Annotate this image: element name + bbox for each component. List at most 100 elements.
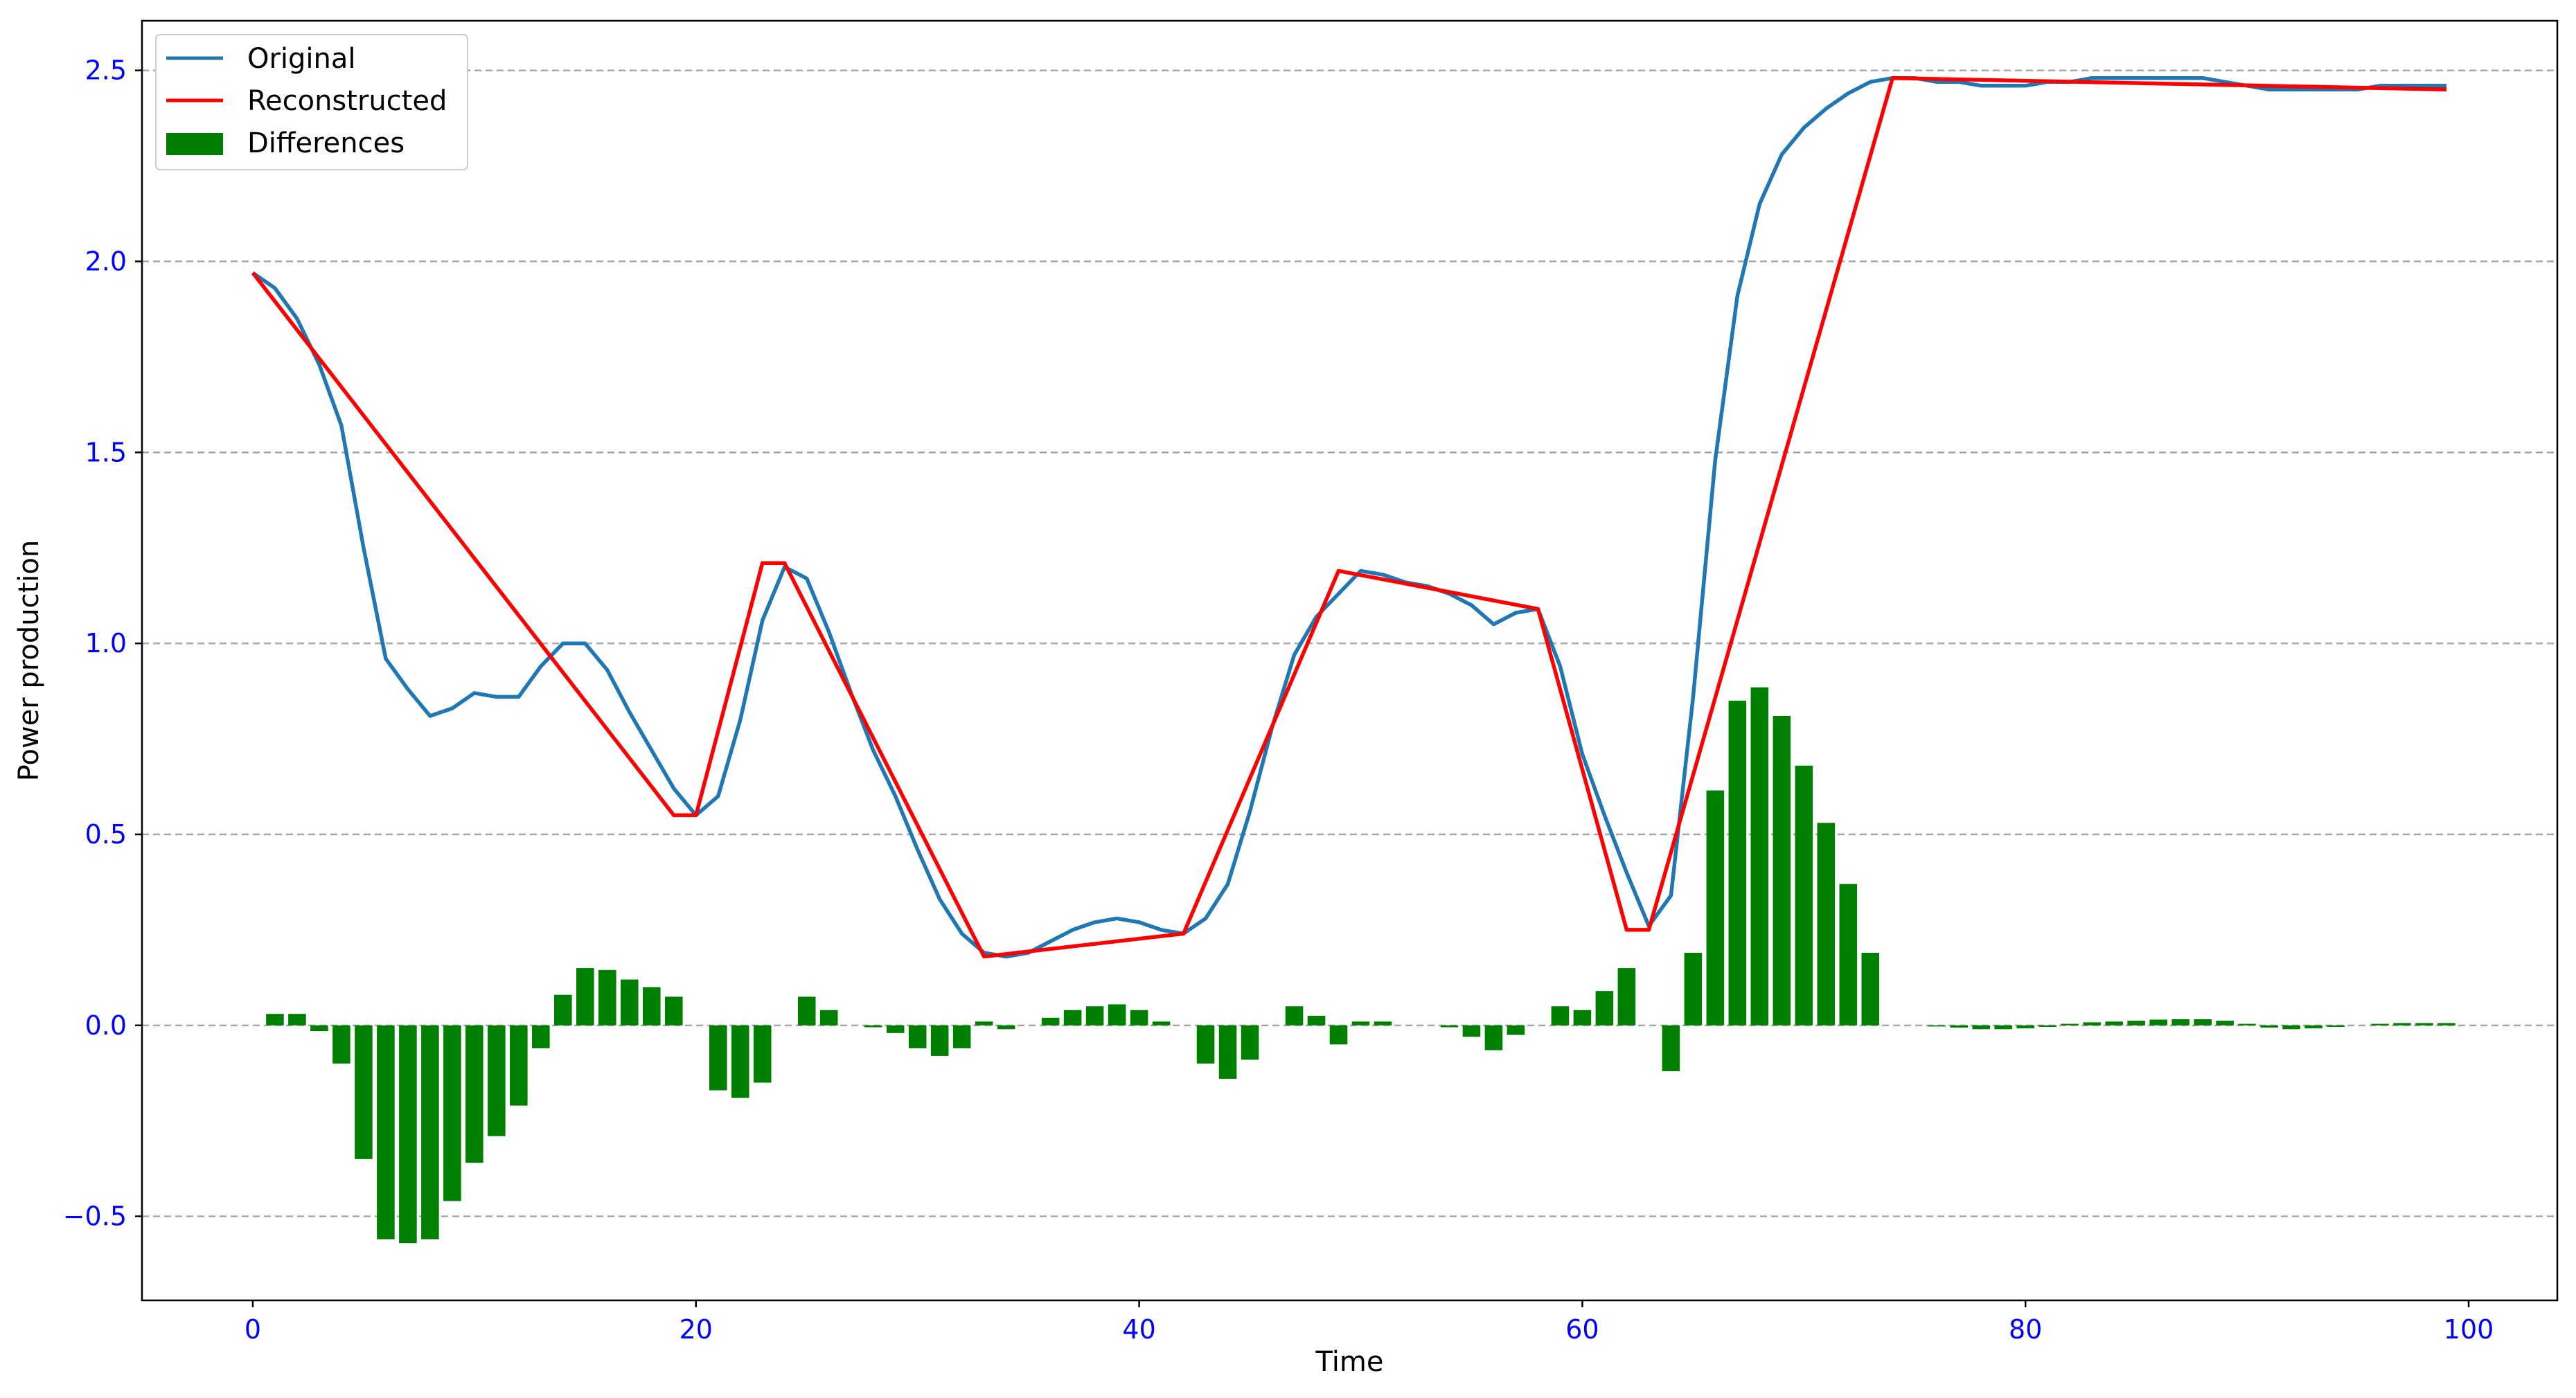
difference-bar [1795, 765, 1813, 1025]
difference-bar [2327, 1025, 2345, 1028]
difference-bar [377, 1025, 395, 1239]
difference-bar [2260, 1025, 2278, 1028]
difference-bar [797, 996, 816, 1025]
difference-bar [1994, 1025, 2013, 1030]
difference-bar [1484, 1025, 1503, 1050]
difference-bar [2105, 1021, 2123, 1025]
x-tick-label: 60 [1565, 1314, 1599, 1345]
y-tick-label: 0.5 [85, 819, 127, 850]
x-axis-label: Time [1315, 1346, 1384, 1378]
difference-bar [2371, 1023, 2389, 1025]
difference-bar [952, 1025, 971, 1048]
difference-bar [1662, 1025, 1680, 1072]
legend: Original Reconstructed Differences [155, 34, 468, 170]
y-tick-label: −0.5 [63, 1201, 127, 1232]
difference-bar [2282, 1025, 2300, 1030]
difference-bar [355, 1025, 373, 1159]
difference-bar [2393, 1023, 2411, 1025]
difference-bar [1041, 1017, 1060, 1025]
difference-bar [908, 1025, 927, 1048]
difference-bar [1839, 884, 1858, 1025]
difference-bar [2238, 1023, 2256, 1025]
x-tick-label: 0 [245, 1314, 261, 1345]
difference-bar [576, 968, 594, 1025]
difference-bar [598, 969, 616, 1025]
difference-bar [465, 1025, 483, 1163]
difference-bar [288, 1014, 306, 1025]
x-tick-label: 20 [679, 1314, 713, 1345]
difference-bar [997, 1025, 1015, 1030]
difference-bar [2216, 1021, 2234, 1025]
legend-box [155, 34, 468, 170]
difference-bar [819, 1010, 838, 1025]
difference-bar [1196, 1025, 1215, 1064]
difference-bar [488, 1025, 506, 1136]
difference-bar [2415, 1023, 2433, 1025]
axis-ticks: 0 20 40 60 80 100 −0.5 0.0 0.5 1.0 1.5 2.0 2.5 [63, 55, 2494, 1345]
difference-bar [2149, 1019, 2167, 1025]
difference-bar [2127, 1021, 2145, 1025]
plot-frame [141, 19, 2559, 1302]
reconstructed-series-line [251, 75, 2447, 959]
difference-bar [1285, 1006, 1304, 1025]
difference-bar [1684, 953, 1703, 1025]
differences-bars [266, 687, 2455, 1244]
difference-bar [1152, 1021, 1171, 1025]
y-tick-label: 1.0 [85, 628, 127, 658]
difference-bar [332, 1025, 350, 1064]
difference-bar [2083, 1022, 2101, 1025]
difference-bar [1950, 1025, 1969, 1028]
difference-bar [2038, 1025, 2057, 1028]
series-lines [251, 75, 2447, 959]
difference-bar [1861, 953, 1880, 1025]
difference-bar [1551, 1006, 1570, 1025]
difference-bar [1773, 715, 1791, 1025]
original-series-line [251, 75, 2446, 959]
difference-bar [554, 994, 572, 1025]
y-tick-label: 2.5 [85, 55, 127, 86]
difference-bar [1750, 687, 1769, 1025]
x-tick-label: 40 [1122, 1314, 1155, 1345]
difference-bar [886, 1025, 905, 1033]
legend-differences-swatch [166, 133, 223, 155]
difference-bar [1085, 1006, 1104, 1025]
difference-bar [2194, 1019, 2212, 1025]
difference-bar [1928, 1025, 1946, 1027]
difference-bar [1351, 1021, 1370, 1025]
difference-bar [753, 1025, 772, 1083]
difference-bar [1573, 1010, 1592, 1025]
legend-original-label: Original [247, 43, 356, 75]
difference-bar [1329, 1025, 1348, 1045]
x-tick-label: 80 [2009, 1314, 2042, 1345]
difference-bar [709, 1025, 727, 1091]
difference-bar [2171, 1019, 2189, 1025]
difference-bar [1108, 1004, 1126, 1025]
difference-bar [1817, 823, 1836, 1025]
difference-bar [443, 1025, 461, 1201]
legend-reconstructed-label: Reconstructed [247, 85, 447, 117]
difference-bar [2304, 1025, 2322, 1029]
difference-bar [2061, 1023, 2079, 1025]
difference-bar [2437, 1023, 2455, 1025]
difference-bar [1972, 1025, 1991, 1030]
difference-bar [532, 1025, 550, 1048]
x-tick-label: 100 [2444, 1314, 2494, 1345]
difference-bar [1063, 1010, 1082, 1025]
difference-bar [1440, 1025, 1459, 1028]
y-tick-label: 0.0 [85, 1010, 127, 1041]
y-tick-label: 1.5 [85, 437, 127, 467]
difference-bar [1728, 700, 1747, 1025]
difference-bar [1374, 1021, 1392, 1025]
difference-bar [1307, 1016, 1326, 1025]
difference-bar [930, 1025, 949, 1056]
difference-bar [1241, 1025, 1259, 1060]
y-axis-label: Power production [13, 540, 45, 781]
difference-bar [642, 987, 661, 1025]
difference-bar [1462, 1025, 1481, 1037]
y-tick-label: 2.0 [85, 247, 127, 277]
difference-bar [1130, 1010, 1148, 1025]
difference-bar [731, 1025, 749, 1098]
difference-bar [266, 1014, 284, 1025]
difference-bar [1617, 968, 1636, 1025]
